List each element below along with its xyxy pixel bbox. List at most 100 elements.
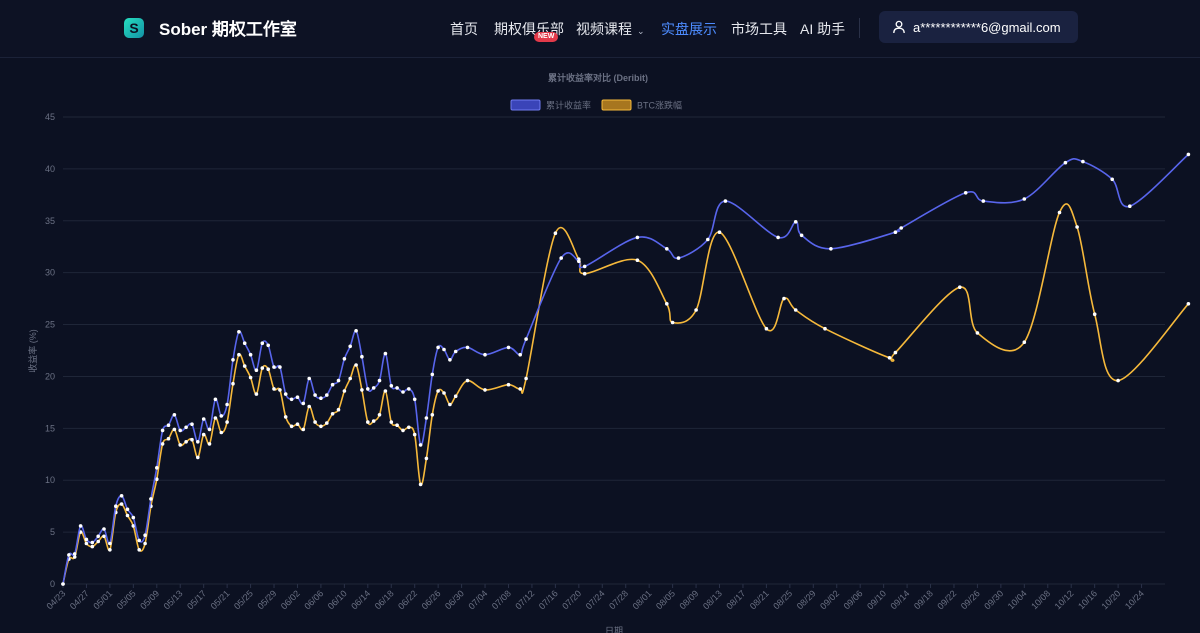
data-point-btc[interactable] xyxy=(336,407,341,412)
data-point-strategy[interactable] xyxy=(272,365,276,369)
data-point-btc[interactable] xyxy=(272,387,276,391)
data-point-btc[interactable] xyxy=(764,326,769,331)
data-point-strategy[interactable] xyxy=(119,494,124,498)
data-point-btc[interactable] xyxy=(166,436,171,441)
nav-ai-assistant[interactable]: AI 助手 xyxy=(800,21,846,37)
data-point-btc[interactable] xyxy=(371,419,376,423)
data-point-btc[interactable] xyxy=(219,430,224,435)
data-point-btc[interactable] xyxy=(131,524,136,528)
data-point-strategy[interactable] xyxy=(67,553,71,557)
data-point-strategy[interactable] xyxy=(412,397,417,402)
data-point-strategy[interactable] xyxy=(635,235,640,240)
data-point-strategy[interactable] xyxy=(313,393,317,397)
data-point-btc[interactable] xyxy=(295,422,300,427)
data-point-btc[interactable] xyxy=(354,363,358,367)
data-point-btc[interactable] xyxy=(1022,340,1027,345)
data-point-strategy[interactable] xyxy=(483,352,487,357)
data-point-strategy[interactable] xyxy=(301,401,306,406)
data-point-btc[interactable] xyxy=(325,421,329,425)
legend-item-strategy[interactable]: 累计收益率 xyxy=(510,99,591,111)
data-point-strategy[interactable] xyxy=(295,395,300,400)
data-point-strategy[interactable] xyxy=(137,538,141,543)
data-point-strategy[interactable] xyxy=(436,345,440,350)
data-point-strategy[interactable] xyxy=(799,233,804,238)
data-point-btc[interactable] xyxy=(401,428,405,433)
brand[interactable]: S Sober 期权工作室 xyxy=(124,15,297,40)
data-point-btc[interactable] xyxy=(389,420,394,424)
data-point-btc[interactable] xyxy=(254,392,259,396)
data-point-btc[interactable] xyxy=(196,455,200,460)
data-point-btc[interactable] xyxy=(670,320,675,325)
data-point-strategy[interactable] xyxy=(665,247,669,251)
data-point-btc[interactable] xyxy=(1075,225,1079,229)
legend-item-btc[interactable]: BTC涨跌幅 xyxy=(601,99,682,111)
data-point-strategy[interactable] xyxy=(219,414,224,418)
nav-home[interactable]: 首页 xyxy=(450,21,478,37)
data-point-btc[interactable] xyxy=(1186,302,1191,306)
data-point-strategy[interactable] xyxy=(155,466,159,470)
nav-market-tools[interactable]: 市场工具 xyxy=(731,21,787,37)
data-point-strategy[interactable] xyxy=(448,358,452,362)
data-point-btc[interactable] xyxy=(1057,210,1062,215)
data-point-strategy[interactable] xyxy=(1022,197,1027,201)
data-point-strategy[interactable] xyxy=(963,191,968,195)
data-point-btc[interactable] xyxy=(143,541,147,546)
data-point-strategy[interactable] xyxy=(190,422,194,427)
nav-live-trading[interactable]: 实盘展示 xyxy=(661,21,717,37)
data-point-btc[interactable] xyxy=(412,432,417,437)
data-point-strategy[interactable] xyxy=(793,220,798,224)
data-point-strategy[interactable] xyxy=(342,357,347,361)
data-point-btc[interactable] xyxy=(278,388,282,392)
data-point-btc[interactable] xyxy=(793,308,798,312)
data-point-strategy[interactable] xyxy=(1063,160,1068,165)
data-point-strategy[interactable] xyxy=(72,552,77,556)
data-point-strategy[interactable] xyxy=(172,413,177,417)
data-point-btc[interactable] xyxy=(108,548,112,552)
data-point-strategy[interactable] xyxy=(582,264,587,269)
data-point-strategy[interactable] xyxy=(149,497,153,501)
data-point-strategy[interactable] xyxy=(348,344,353,349)
data-point-btc[interactable] xyxy=(155,477,159,482)
data-point-btc[interactable] xyxy=(190,437,194,442)
data-point-strategy[interactable] xyxy=(418,443,423,447)
data-point-strategy[interactable] xyxy=(289,397,294,402)
data-point-strategy[interactable] xyxy=(201,417,206,421)
data-point-strategy[interactable] xyxy=(330,382,335,387)
data-point-btc[interactable] xyxy=(418,482,423,487)
data-point-btc[interactable] xyxy=(453,394,458,399)
data-point-strategy[interactable] xyxy=(307,376,312,381)
data-point-btc[interactable] xyxy=(887,356,892,360)
data-point-btc[interactable] xyxy=(694,308,698,312)
data-point-btc[interactable] xyxy=(137,548,141,552)
user-account-button[interactable]: a************6@gmail.com xyxy=(879,11,1078,43)
data-point-strategy[interactable] xyxy=(278,365,282,369)
data-point-btc[interactable] xyxy=(301,427,306,432)
data-point-strategy[interactable] xyxy=(283,392,288,396)
data-point-btc[interactable] xyxy=(377,413,382,417)
data-point-strategy[interactable] xyxy=(207,427,212,432)
nav-options-club[interactable]: 期权俱乐部 NEW xyxy=(494,19,564,42)
data-point-btc[interactable] xyxy=(782,296,786,301)
data-point-strategy[interactable] xyxy=(231,358,235,362)
data-point-strategy[interactable] xyxy=(453,349,458,354)
data-point-strategy[interactable] xyxy=(319,396,323,401)
data-point-btc[interactable] xyxy=(289,424,294,429)
data-point-btc[interactable] xyxy=(260,366,265,370)
data-point-btc[interactable] xyxy=(823,326,827,331)
data-point-strategy[interactable] xyxy=(424,416,429,420)
data-point-strategy[interactable] xyxy=(196,440,200,444)
data-point-btc[interactable] xyxy=(119,502,124,506)
data-point-strategy[interactable] xyxy=(577,259,581,264)
data-point-strategy[interactable] xyxy=(266,343,271,348)
data-point-strategy[interactable] xyxy=(84,537,89,542)
data-point-strategy[interactable] xyxy=(178,428,182,433)
data-point-btc[interactable] xyxy=(483,388,487,392)
data-point-strategy[interactable] xyxy=(160,428,165,433)
data-point-strategy[interactable] xyxy=(723,199,728,203)
data-point-strategy[interactable] xyxy=(383,351,388,356)
data-point-btc[interactable] xyxy=(342,389,347,393)
data-point-btc[interactable] xyxy=(975,331,980,335)
data-point-strategy[interactable] xyxy=(524,337,528,341)
data-point-btc[interactable] xyxy=(665,302,669,306)
data-point-strategy[interactable] xyxy=(325,393,329,397)
